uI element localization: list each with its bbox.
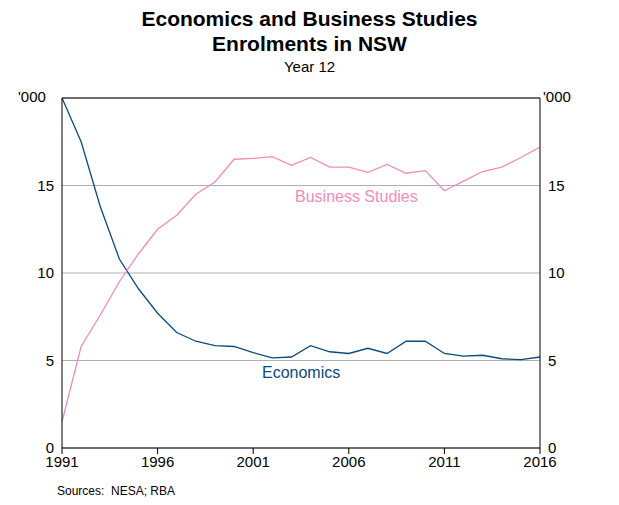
html-text:Economics: Economics [262, 364, 341, 381]
html-text:Business Studies: Business Studies [295, 188, 418, 205]
svg-text:0: 0 [46, 439, 54, 456]
svg-text:2001: 2001 [237, 453, 270, 470]
svg-text:5: 5 [548, 352, 556, 369]
html-text:'000: '000 [543, 88, 571, 105]
svg-text:2006: 2006 [332, 453, 365, 470]
svg-text:5: 5 [46, 352, 54, 369]
svg-text:1996: 1996 [141, 453, 174, 470]
html-text:Economics and Business Studies: Economics and Business Studies Enrolment… [141, 7, 478, 55]
html-text:Sources: NESA; RBA: Sources: NESA; RBA [57, 484, 175, 498]
html-text:'000: '000 [18, 88, 46, 105]
svg-text:10: 10 [37, 264, 54, 281]
svg-text:10: 10 [548, 264, 565, 281]
svg-text:15: 15 [37, 177, 54, 194]
html-text:Year 12: Year 12 [283, 58, 336, 75]
svg-text:1991: 1991 [45, 452, 79, 470]
svg-text:15: 15 [548, 177, 565, 194]
svg-text:2011: 2011 [428, 453, 460, 470]
svg-text:2016: 2016 [523, 452, 557, 470]
svg-text:0: 0 [548, 439, 556, 456]
